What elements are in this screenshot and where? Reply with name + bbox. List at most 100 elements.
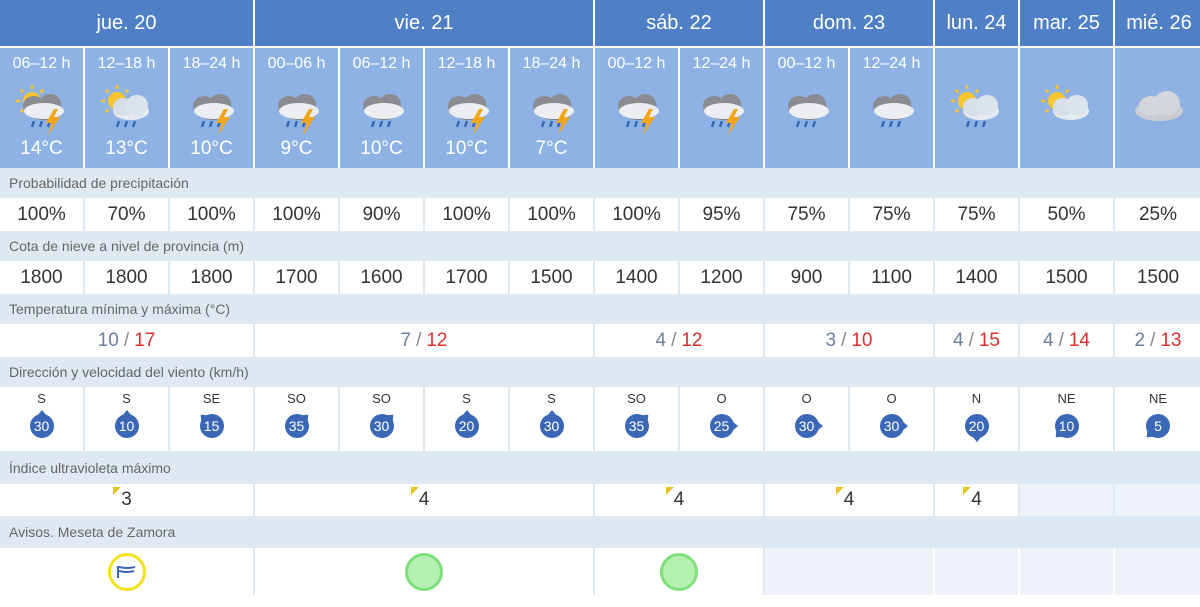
cloudy-thunderstorm-icon <box>605 79 669 135</box>
wind-speed: 10 <box>114 414 139 438</box>
period-cell: 12–18 h 13°C <box>85 48 170 168</box>
cloudy-thunderstorm-icon <box>690 79 754 135</box>
partly-sunny-thunderstorm-icon <box>10 79 74 135</box>
no-alert-icon[interactable] <box>660 552 698 591</box>
cloudy-thunderstorm-icon <box>435 79 499 135</box>
period-label: 12–18 h <box>97 55 156 72</box>
alert-cell <box>1020 548 1115 595</box>
wind-speed: 30 <box>539 414 564 438</box>
wind-badge: 30 <box>875 409 909 443</box>
day-label: sáb. 22 <box>646 11 712 34</box>
temp-min: 2 <box>1134 329 1146 351</box>
temp-separator: / <box>123 329 130 351</box>
period-cell: 00–12 h <box>765 48 850 168</box>
wind-badge: 35 <box>280 409 314 443</box>
wind-badge: 20 <box>960 409 994 443</box>
uv-flag-icon <box>113 487 122 495</box>
wind-direction: SE <box>202 391 221 406</box>
snow-level-value: 1200 <box>680 261 765 294</box>
section-uv: Índice ultravioleta máximo <box>0 451 1200 484</box>
precip-value: 100% <box>510 198 595 231</box>
wind-speed: 15 <box>199 414 224 438</box>
period-cell: 00–06 h 9°C <box>255 48 340 168</box>
day-header: dom. 23 <box>765 0 935 48</box>
uv-cell: 3 <box>0 484 255 516</box>
uv-flag-icon <box>963 487 972 495</box>
wind-speed: 30 <box>369 414 394 438</box>
uv-cell <box>1115 484 1200 516</box>
period-label: 00–12 h <box>607 55 666 72</box>
uv-cell: 4 <box>255 484 595 516</box>
wind-badge: 20 <box>450 409 484 443</box>
wind-cell: SO 30 <box>340 387 425 451</box>
period-label: 12–24 h <box>692 55 751 72</box>
alert-cell[interactable] <box>0 548 255 595</box>
wind-badge: 5 <box>1141 409 1175 443</box>
wind-badge: 30 <box>790 409 824 443</box>
alert-cell[interactable] <box>595 548 765 595</box>
snow-level-value: 900 <box>765 261 850 294</box>
wind-cell: S 30 <box>0 387 85 451</box>
wind-cell: S 30 <box>510 387 595 451</box>
wind-direction: S <box>462 391 471 406</box>
period-label: 12–24 h <box>862 55 921 72</box>
wind-direction: SO <box>627 391 646 406</box>
uv-value-wrap: 4 <box>963 487 982 511</box>
alert-cell[interactable] <box>255 548 595 595</box>
no-alert-icon[interactable] <box>405 552 443 591</box>
precip-value: 50% <box>1020 198 1115 231</box>
wind-speed: 20 <box>454 414 479 438</box>
wind-badge: 30 <box>25 409 59 443</box>
period-temp: 10°C <box>360 138 403 159</box>
snow-level-value: 1800 <box>170 261 255 294</box>
uv-value: 4 <box>673 489 685 510</box>
wind-badge: 10 <box>1050 409 1084 443</box>
alert-cell <box>765 548 935 595</box>
temp-min: 4 <box>1043 329 1054 351</box>
temp-min: 4 <box>655 329 667 351</box>
temp-separator: / <box>968 329 974 351</box>
wind-cell: SE 15 <box>170 387 255 451</box>
period-cell: 06–12 h 10°C <box>340 48 425 168</box>
precip-value: 100% <box>595 198 680 231</box>
alert-cell <box>1115 548 1200 595</box>
period-cell: 00–12 h <box>595 48 680 168</box>
wind-badge: 15 <box>195 409 229 443</box>
wind-direction: O <box>801 391 812 406</box>
temp-separator: / <box>671 329 677 351</box>
wind-speed: 30 <box>29 414 54 438</box>
section-label: Dirección y velocidad del viento (km/h) <box>9 364 249 380</box>
wind-speed: 25 <box>709 414 734 438</box>
wind-cell: O 25 <box>680 387 765 451</box>
cloudy-thunderstorm-icon <box>265 79 329 135</box>
partly-sunny-rain-icon <box>945 79 1009 135</box>
wind-cell: O 30 <box>850 387 935 451</box>
wind-direction: S <box>547 391 556 406</box>
wind-direction: S <box>37 391 46 406</box>
uv-cell: 4 <box>765 484 935 516</box>
cloudy-rain-icon <box>775 79 839 135</box>
wind-direction: SO <box>372 391 391 406</box>
uv-value: 4 <box>971 489 982 510</box>
period-label: 06–12 h <box>12 55 71 72</box>
wind-alert-icon[interactable] <box>107 552 146 591</box>
temp-max: 17 <box>134 329 156 351</box>
uv-cell <box>1020 484 1115 516</box>
period-temp: 10°C <box>445 138 488 159</box>
day-label: vie. 21 <box>394 11 454 34</box>
wind-speed: 20 <box>964 414 989 438</box>
wind-direction: NE <box>1148 391 1168 406</box>
cloud-icon <box>1127 79 1191 135</box>
precip-value: 75% <box>935 198 1020 231</box>
wind-badge: 10 <box>110 409 144 443</box>
wind-cell: NE 10 <box>1020 387 1115 451</box>
temp-min: 3 <box>825 329 837 351</box>
day-header: sáb. 22 <box>595 0 765 48</box>
wind-cell: SO 35 <box>595 387 680 451</box>
uv-value-wrap: 4 <box>835 487 854 511</box>
wind-badge: 30 <box>535 409 569 443</box>
wind-speed: 30 <box>879 414 904 438</box>
wind-speed: 10 <box>1054 414 1079 438</box>
uv-cell: 4 <box>935 484 1020 516</box>
